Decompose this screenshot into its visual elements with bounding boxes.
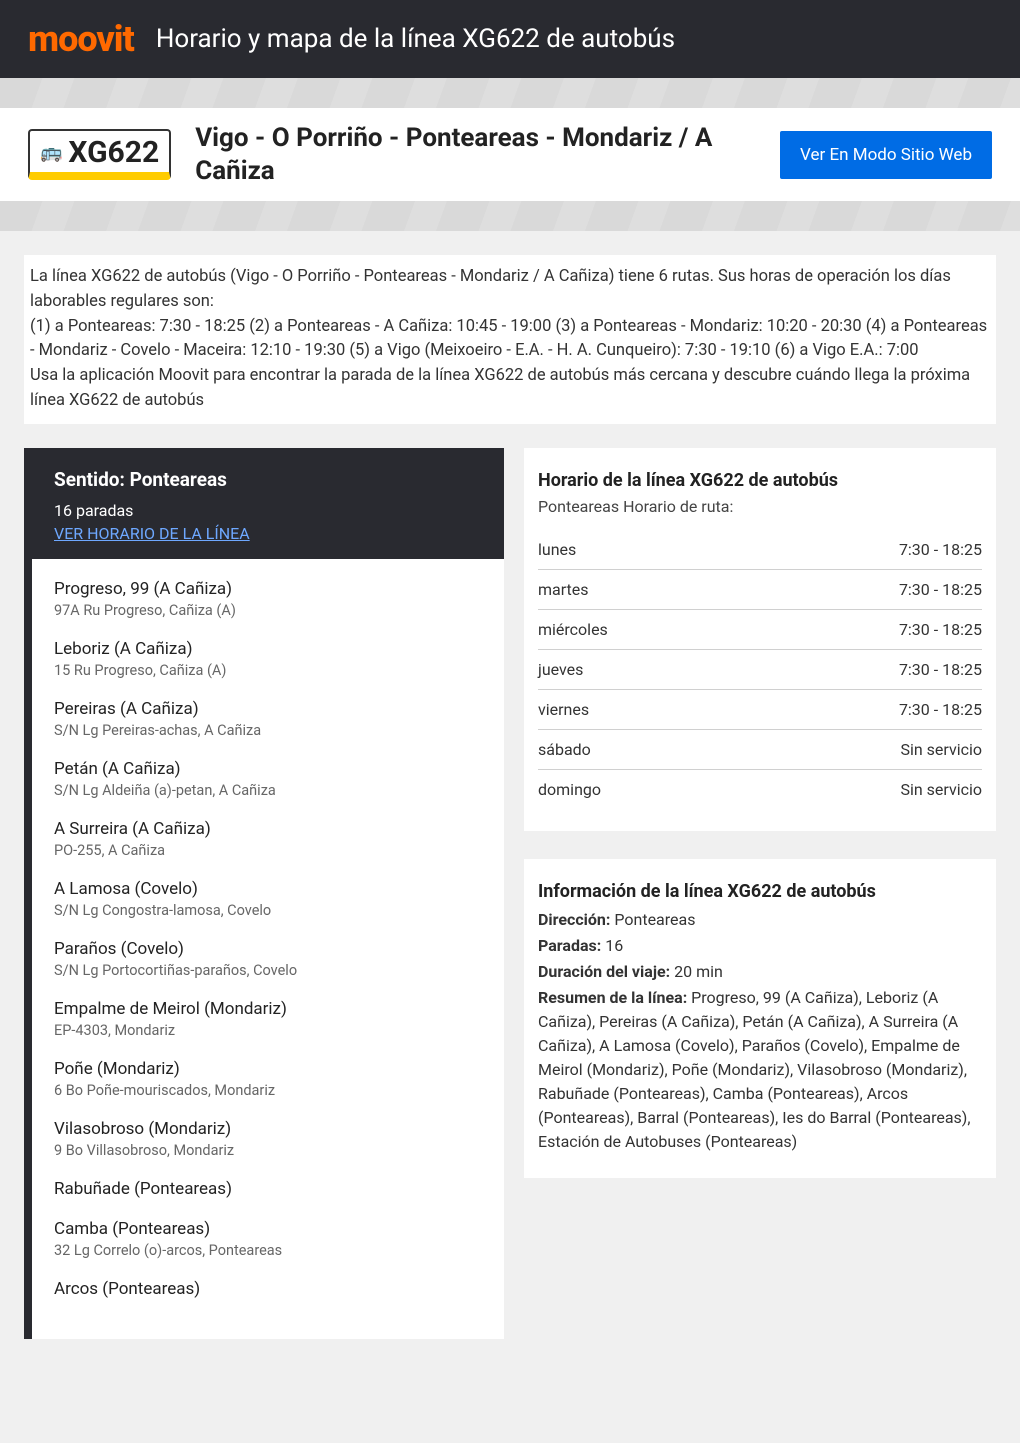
route-title: Vigo - O Porriño - Ponteareas - Mondariz… — [195, 122, 756, 187]
stop-address: 6 Bo Poñe-mouriscados, Mondariz — [54, 1082, 482, 1099]
direction-title: Sentido: Ponteareas — [54, 468, 482, 491]
info-duration: Duración del viaje: 20 min — [538, 960, 982, 984]
page-title: Horario y mapa de la línea XG622 de auto… — [156, 24, 675, 54]
right-column: Horario de la línea XG622 de autobús Pon… — [524, 448, 996, 1178]
info-title: Información de la línea XG622 de autobús — [538, 881, 982, 902]
schedule-row: viernes 7:30 - 18:25 — [538, 690, 982, 730]
bus-icon: 🚌 — [40, 142, 62, 163]
stop-name: Arcos (Ponteareas) — [54, 1279, 482, 1299]
stop-address: S/N Lg Aldeiña (a)-petan, A Cañiza — [54, 782, 482, 799]
left-column: Sentido: Ponteareas 16 paradas VER HORAR… — [24, 448, 504, 1339]
info-direction: Dirección: Ponteareas — [538, 908, 982, 932]
info-stops: Paradas: 16 — [538, 934, 982, 958]
info-card: Información de la línea XG622 de autobús… — [524, 859, 996, 1178]
page-header: moovit Horario y mapa de la línea XG622 … — [0, 0, 1020, 78]
stop-address: S/N Lg Portocortiñas-paraños, Covelo — [54, 962, 482, 979]
stop-name: Leboriz (A Cañiza) — [54, 639, 482, 659]
stop-name: A Surreira (A Cañiza) — [54, 819, 482, 839]
schedule-time: 7:30 - 18:25 — [899, 580, 982, 599]
schedule-link[interactable]: VER HORARIO DE LA LÍNEA — [54, 524, 250, 543]
schedule-card: Horario de la línea XG622 de autobús Pon… — [524, 448, 996, 831]
stop-item: Pereiras (A Cañiza) S/N Lg Pereiras-achas… — [54, 699, 482, 739]
schedule-day: martes — [538, 580, 589, 599]
web-mode-button[interactable]: Ver En Modo Sitio Web — [780, 131, 992, 179]
stop-name: Petán (A Cañiza) — [54, 759, 482, 779]
schedule-time: Sin servicio — [900, 740, 982, 759]
stop-address: 32 Lg Correlo (o)-arcos, Ponteareas — [54, 1242, 482, 1259]
schedule-day: miércoles — [538, 620, 608, 639]
stop-item: A Lamosa (Covelo) S/N Lg Congostra-lamosa… — [54, 879, 482, 919]
schedule-day: domingo — [538, 780, 601, 799]
stop-item: Poñe (Mondariz) 6 Bo Poñe-mouriscados, Mo… — [54, 1059, 482, 1099]
stop-item: Rabuñade (Ponteareas) — [54, 1179, 482, 1199]
stop-address: EP-4303, Mondariz — [54, 1022, 482, 1039]
stop-item: Vilasobroso (Mondariz) 9 Bo Villasobroso,… — [54, 1119, 482, 1159]
schedule-time: 7:30 - 18:25 — [899, 660, 982, 679]
description-p1: La línea XG622 de autobús (Vigo - O Porr… — [30, 265, 990, 315]
main-columns: Sentido: Ponteareas 16 paradas VER HORAR… — [24, 448, 996, 1339]
description-block: La línea XG622 de autobús (Vigo - O Porr… — [24, 255, 996, 424]
stop-address: 97A Ru Progreso, Cañiza (A) — [54, 602, 482, 619]
stop-address: PO-255, A Cañiza — [54, 842, 482, 859]
schedule-day: lunes — [538, 540, 576, 559]
stop-item: A Surreira (A Cañiza) PO-255, A Cañiza — [54, 819, 482, 859]
stop-name: Empalme de Meirol (Mondariz) — [54, 999, 482, 1019]
stop-item: Petán (A Cañiza) S/N Lg Aldeiña (a)-petan… — [54, 759, 482, 799]
stop-address: 15 Ru Progreso, Cañiza (A) — [54, 662, 482, 679]
schedule-row: lunes 7:30 - 18:25 — [538, 530, 982, 570]
schedule-time: 7:30 - 18:25 — [899, 540, 982, 559]
schedule-time: 7:30 - 18:25 — [899, 620, 982, 639]
stop-address: S/N Lg Pereiras-achas, A Cañiza — [54, 722, 482, 739]
stop-item: Arcos (Ponteareas) — [54, 1279, 482, 1299]
stop-item: Camba (Ponteareas) 32 Lg Correlo (o)-arco… — [54, 1219, 482, 1259]
decorative-strip-top — [0, 78, 1020, 108]
stop-item: Progreso, 99 (A Cañiza) 97A Ru Progreso, … — [54, 579, 482, 619]
description-p2: (1) a Ponteareas: 7:30 - 18:25 (2) a Pon… — [30, 315, 990, 365]
route-bar: 🚌 XG622 Vigo - O Porriño - Ponteareas - … — [0, 108, 1020, 201]
stop-name: Vilasobroso (Mondariz) — [54, 1119, 482, 1139]
description-p3: Usa la aplicación Moovit para encontrar … — [30, 364, 990, 414]
stop-address: S/N Lg Congostra-lamosa, Covelo — [54, 902, 482, 919]
schedule-day: sábado — [538, 740, 591, 759]
schedule-row: domingo Sin servicio — [538, 770, 982, 809]
stop-name: Paraños (Covelo) — [54, 939, 482, 959]
moovit-logo: moovit — [28, 18, 134, 60]
decorative-strip-bottom — [0, 201, 1020, 231]
stop-item: Paraños (Covelo) S/N Lg Portocortiñas-par… — [54, 939, 482, 979]
stop-item: Leboriz (A Cañiza) 15 Ru Progreso, Cañiza… — [54, 639, 482, 679]
schedule-time: 7:30 - 18:25 — [899, 700, 982, 719]
schedule-row: miércoles 7:30 - 18:25 — [538, 610, 982, 650]
direction-box: Sentido: Ponteareas 16 paradas VER HORAR… — [32, 448, 504, 559]
stop-name: Camba (Ponteareas) — [54, 1219, 482, 1239]
stop-name: A Lamosa (Covelo) — [54, 879, 482, 899]
stop-name: Rabuñade (Ponteareas) — [54, 1179, 482, 1199]
stops-count: 16 paradas — [54, 501, 482, 520]
info-summary: Resumen de la línea: Progreso, 99 (A Cañ… — [538, 986, 982, 1154]
schedule-day: jueves — [538, 660, 583, 679]
schedule-time: Sin servicio — [900, 780, 982, 799]
stop-name: Progreso, 99 (A Cañiza) — [54, 579, 482, 599]
schedule-row: jueves 7:30 - 18:25 — [538, 650, 982, 690]
schedule-table: lunes7:30 - 18:25martes7:30 - 18:25miérc… — [538, 530, 982, 809]
stops-list: Progreso, 99 (A Cañiza) 97A Ru Progreso, … — [32, 559, 504, 1339]
stop-item: Empalme de Meirol (Mondariz) EP-4303, Mon… — [54, 999, 482, 1039]
stop-name: Pereiras (A Cañiza) — [54, 699, 482, 719]
schedule-title: Horario de la línea XG622 de autobús — [538, 470, 982, 491]
schedule-row: sábado Sin servicio — [538, 730, 982, 770]
schedule-day: viernes — [538, 700, 589, 719]
schedule-row: martes 7:30 - 18:25 — [538, 570, 982, 610]
route-badge: 🚌 XG622 — [28, 129, 171, 180]
stop-name: Poñe (Mondariz) — [54, 1059, 482, 1079]
schedule-subtitle: Ponteareas Horario de ruta: — [538, 497, 982, 516]
route-code: XG622 — [68, 135, 159, 170]
stop-address: 9 Bo Villasobroso, Mondariz — [54, 1142, 482, 1159]
